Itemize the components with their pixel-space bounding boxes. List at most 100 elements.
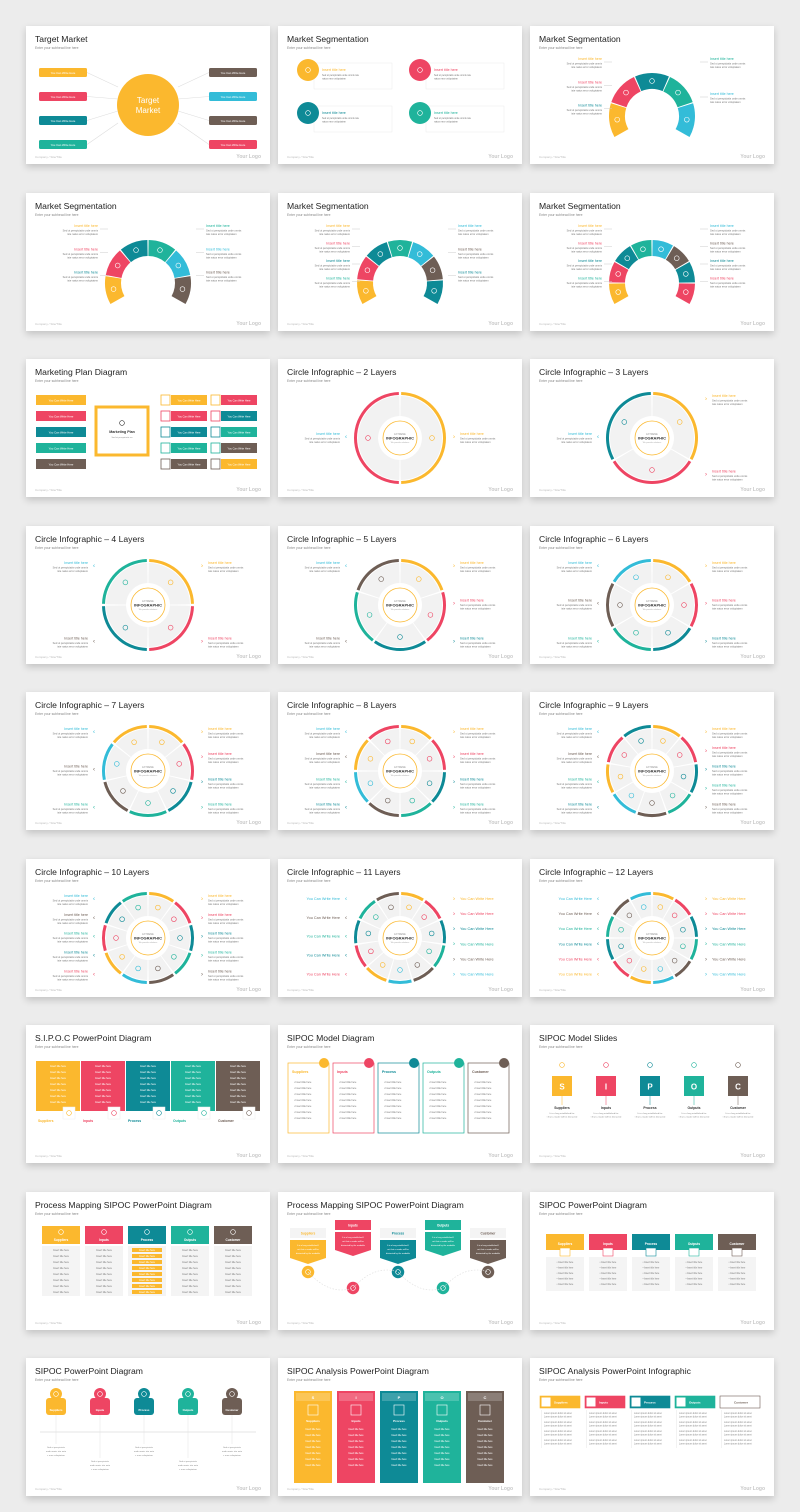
seg-icon (417, 110, 423, 116)
item-title: Insert title here (208, 950, 232, 954)
slide-thumbnail[interactable]: Target Market You Can Write Here You Can Wr… (26, 26, 270, 164)
slide-thumbnail[interactable]: Suppliers • Insert title here • Insert tit… (530, 1191, 774, 1330)
arrow-icon: ‹ (597, 896, 599, 902)
slide-thumbnail[interactable]: EXTREME INFOGRAPHIC We provide solutions In… (530, 692, 774, 830)
timeline-text: s error voluptatem (179, 1468, 197, 1471)
tab-line: Lorem ipsum dolor sit amet (724, 1430, 752, 1433)
arc-segment (408, 241, 434, 266)
arrow-icon: ‹ (93, 971, 95, 977)
item-text: iste natus error voluptatem (561, 785, 592, 789)
item-text: Sed ut perspiciatis unde omnis (557, 782, 593, 786)
slide-thumbnail[interactable]: Suppliers Lorem ipsum dolor sit amet Lorem… (530, 1358, 774, 1496)
item-title: Insert title here (208, 931, 232, 935)
slide-thumbnail[interactable]: Suppliers Sed ut perspiciatis unde omnis … (26, 1358, 270, 1496)
ring-icon (681, 601, 687, 608)
sipoc-label: Inputs (599, 1401, 608, 1405)
column-head (296, 1393, 330, 1401)
arrow-icon: ‹ (597, 956, 599, 962)
slide-logo: Your Logo (236, 320, 261, 327)
block-line: Insert title here (185, 1083, 201, 1086)
slide-thumbnail[interactable]: Suppliers It is a long established f act t… (278, 1191, 522, 1330)
arrow-icon: ‹ (345, 896, 347, 902)
slide-thumbnail[interactable]: Insert title here Sed ut perspiciatis und… (26, 192, 270, 331)
slide-thumbnail[interactable]: Insert title here Sed ut perspiciatis und… (530, 192, 774, 331)
sipoc-card-header (546, 1233, 584, 1250)
item-text: Sed ut perspiciatis unde omnis (208, 782, 244, 786)
slide-thumbnail[interactable]: EXTREME INFOGRAPHIC We provide solutions In… (278, 525, 522, 664)
arrow-icon: ‹ (345, 563, 347, 569)
sipoc-outline-box (467, 1062, 510, 1134)
ring-segment (368, 802, 399, 817)
item-text: Sed ut perspiciatis unde omnis (567, 281, 603, 285)
arrow-icon: ‹ (597, 805, 599, 811)
slide-thumbnail[interactable]: EXTREME INFOGRAPHIC We provide solutions In… (278, 692, 522, 830)
arrow-icon: › (453, 805, 455, 811)
slide-thumbnail[interactable]: EXTREME INFOGRAPHIC We provide solutions In… (26, 858, 270, 997)
slide-artwork: Insert title here Insert title here Insert… (36, 1061, 260, 1123)
ring-segment (401, 891, 424, 901)
card-line: • Insert title here (643, 1272, 660, 1275)
timeline-text: Sed ut perspiciatis (91, 1460, 110, 1463)
slide-thumbnail[interactable]: Suppliers • Insert title here • Insert tit… (278, 1025, 522, 1163)
slide-thumbnail[interactable]: S Suppliers Insert title here Insert title … (278, 1358, 522, 1496)
inner-segment (388, 958, 412, 980)
arc-segment (423, 279, 443, 304)
slide-thumbnail[interactable]: EXTREME INFOGRAPHIC We provide solutions In… (530, 525, 774, 664)
slide-footer: Company / Site/Title (287, 155, 314, 159)
slide-thumbnail[interactable]: EXTREME INFOGRAPHIC We provide solutions In… (278, 359, 522, 497)
item-text: iste natus error voluptatem (208, 920, 239, 924)
slide-thumbnail[interactable]: Insert title here Sed ut perspiciatis und… (530, 26, 774, 164)
sipoc-icon (485, 1268, 491, 1275)
block-line: Insert title here (95, 1065, 111, 1068)
inner-segment (169, 925, 190, 950)
slide-thumbnail[interactable]: You Can Write Here You Can Write Here You … (26, 359, 270, 497)
item-text: Sed ut perspiciatis unde omnis (712, 603, 748, 607)
item-text: iste natus error voluptatem (712, 754, 743, 758)
slide-thumbnail[interactable]: EXTREME INFOGRAPHIC We provide solutions In… (26, 692, 270, 830)
item-text: iste natus error voluptatem (712, 773, 743, 777)
ring-icon (426, 948, 432, 954)
item-text: iste natus error voluptatem (309, 810, 340, 814)
write-label: You Can Write Here (558, 912, 592, 916)
inner-segment (360, 562, 400, 598)
item-title: Insert title here (460, 727, 484, 731)
center-small: EXTREME (646, 766, 658, 769)
outline-line: • Insert title here (294, 1111, 312, 1114)
inner-segment (106, 562, 148, 605)
write-label: You Can Write Here (712, 942, 746, 946)
slide-thumbnail[interactable]: Insert title here Sed ut perspiciatis und… (278, 192, 522, 331)
item-text: Sed ut perspiciatis unde omnis (208, 565, 244, 569)
arc-icon (614, 116, 620, 123)
slide-artwork: S Suppliers Insert title here Insert title … (294, 1391, 504, 1483)
outline-line: • Insert title here (474, 1081, 492, 1084)
slide-thumbnail[interactable]: EXTREME INFOGRAPHIC We provide solutions Yo… (278, 858, 522, 997)
ring-icon (665, 629, 671, 635)
plan-right-box (171, 443, 207, 453)
item-text: Sed ut perspiciatis unde omnis (305, 732, 341, 736)
sipoc-column (423, 1391, 461, 1483)
list-line: Insert title here (139, 1279, 155, 1282)
arrow-icon: › (453, 780, 455, 786)
write-label: You Can Write Here (712, 957, 746, 961)
slide-thumbnail[interactable]: S Suppliers It is a long established fac t … (530, 1025, 774, 1163)
slide-thumbnail[interactable]: Insert title here Sed ut perspiciatis und… (278, 26, 522, 164)
item-text: Sed ut perspiciatis unde omnis (557, 757, 593, 761)
column-line: Insert title here (477, 1452, 493, 1455)
item-title: Insert title here (460, 802, 484, 806)
outline-line: • Insert title here (384, 1081, 402, 1084)
item-text: iste natus error voluptatem (710, 100, 741, 104)
sipoc-desc: t that a reader will be distracted (635, 1116, 666, 1119)
item-text: Sed ut perspiciatis unde omnis (710, 228, 746, 232)
item-title: Insert title here (208, 636, 232, 640)
column-icon-box (479, 1404, 491, 1416)
timeline-text: Sed ut perspiciatis (179, 1460, 198, 1463)
slide-thumbnail[interactable]: EXTREME INFOGRAPHIC We provide solutions In… (26, 525, 270, 664)
slide-thumbnail[interactable]: EXTREME INFOGRAPHIC We provide solutions In… (530, 359, 774, 497)
slide-thumbnail[interactable]: Insert title here Insert title here Insert… (26, 1025, 270, 1163)
item-title: Insert title here (316, 432, 340, 436)
slide-thumbnail[interactable]: EXTREME INFOGRAPHIC We provide solutions Yo… (530, 858, 774, 997)
slide-thumbnail[interactable]: Suppliers Insert title here Insert title h… (26, 1191, 270, 1330)
